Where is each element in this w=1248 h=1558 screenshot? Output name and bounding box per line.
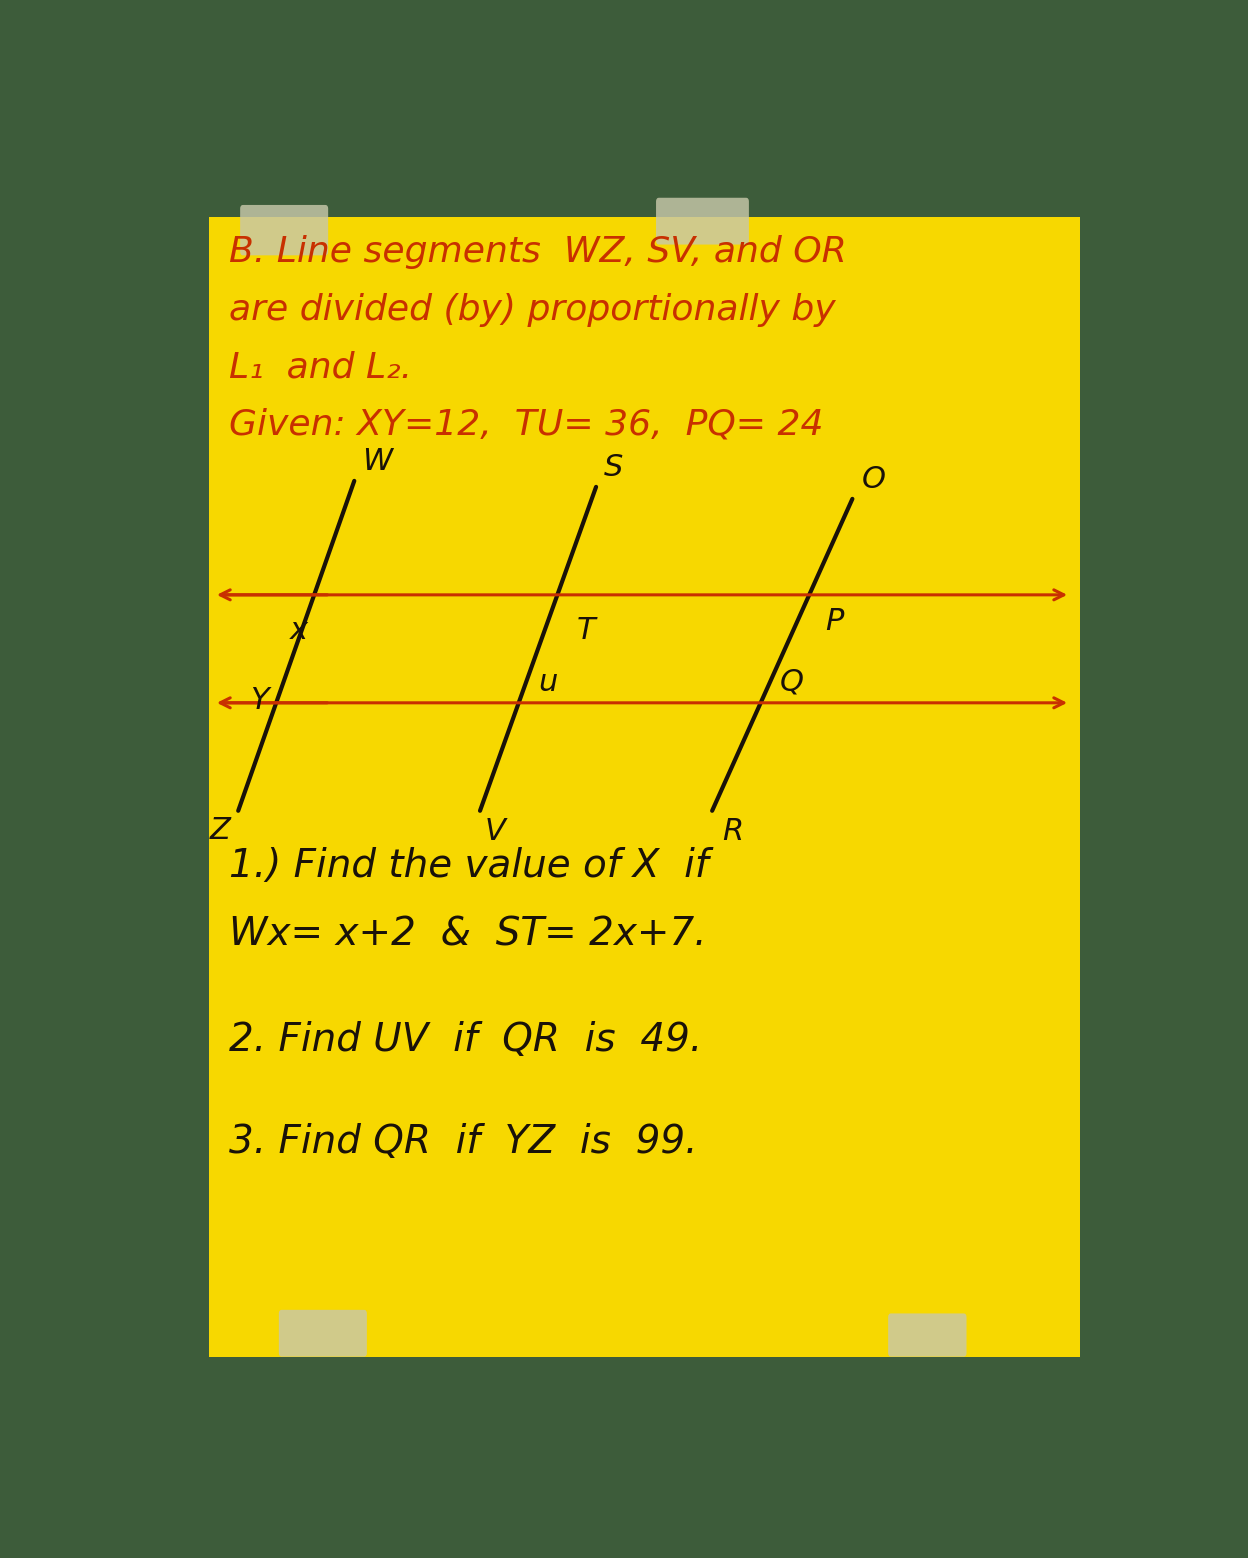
Text: u: u <box>538 668 558 696</box>
Text: x: x <box>290 617 308 645</box>
Text: 3. Find QR  if  YZ  is  99.: 3. Find QR if YZ is 99. <box>228 1123 698 1161</box>
Text: O: O <box>862 466 886 494</box>
Text: are divided (by) proportionally by: are divided (by) proportionally by <box>228 293 835 327</box>
Text: Q: Q <box>780 668 804 696</box>
Text: P: P <box>825 606 844 636</box>
Text: Given: XY=12,  TU= 36,  PQ= 24: Given: XY=12, TU= 36, PQ= 24 <box>228 408 822 442</box>
Text: B. Line segments  WZ, SV, and OR: B. Line segments WZ, SV, and OR <box>228 235 846 270</box>
Text: S: S <box>604 453 623 481</box>
Text: 1.) Find the value of X  if: 1.) Find the value of X if <box>228 848 708 885</box>
FancyBboxPatch shape <box>889 1313 966 1357</box>
FancyBboxPatch shape <box>210 217 1080 1357</box>
Text: T: T <box>577 617 595 645</box>
Text: L₁  and L₂.: L₁ and L₂. <box>228 351 412 385</box>
FancyBboxPatch shape <box>656 198 749 245</box>
Text: Y: Y <box>251 686 270 715</box>
FancyBboxPatch shape <box>240 206 328 256</box>
Text: V: V <box>484 816 505 846</box>
Text: Z: Z <box>210 815 231 844</box>
FancyBboxPatch shape <box>278 1310 367 1357</box>
Text: W: W <box>362 447 392 477</box>
Text: R: R <box>721 816 743 846</box>
Text: 2. Find UV  if  QR  is  49.: 2. Find UV if QR is 49. <box>228 1020 701 1059</box>
Text: Wx= x+2  &  ST= 2x+7.: Wx= x+2 & ST= 2x+7. <box>228 915 706 953</box>
